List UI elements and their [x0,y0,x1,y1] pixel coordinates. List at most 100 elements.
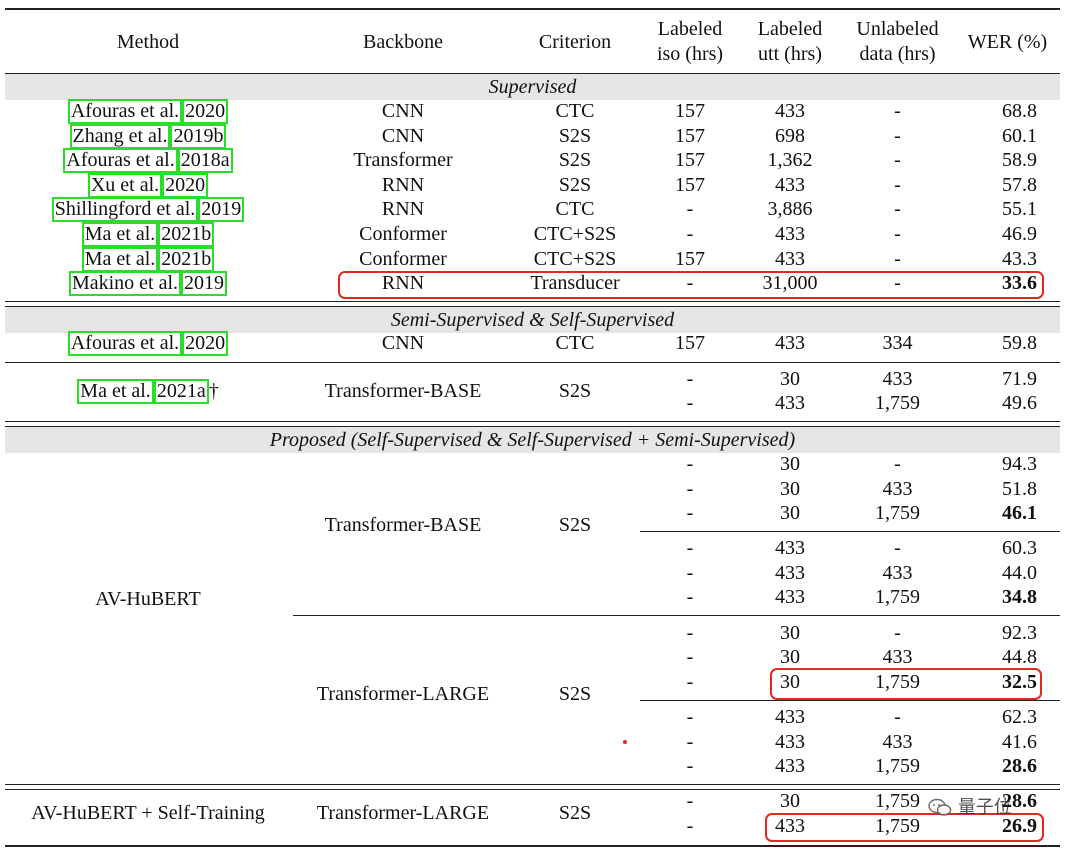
backbone-cell: Transformer [353,149,453,171]
unlabeled-cell: 1,759 [875,790,920,812]
avhubert-base-backbone: Transformer-BASE [324,514,482,536]
wer-cell: 44.0 [1002,562,1037,584]
table-row: Makino et al. 2019 RNN Transducer - 31,000 - 33… [0,271,1080,296]
unlabeled-cell: 433 [882,562,913,584]
table-row: - 30 433 44.8 [0,645,1080,670]
labeled-utt-cell: 433 [775,332,805,354]
citation-year: 2020 [182,99,229,124]
wer-cell: 71.9 [1002,368,1037,390]
wer-cell: 44.8 [1002,646,1037,668]
unlabeled-cell: - [894,272,901,294]
unlabeled-cell: 1,759 [875,755,920,777]
dagger-mark: † [208,380,219,402]
table-row: Afouras et al. 2018a Transformer S2S 157 1,36… [0,148,1080,173]
table-row: - 433 - 62.3 [0,705,1080,730]
header-backbone-label: Backbone [363,30,443,53]
labeled-iso-cell: - [686,198,694,220]
labeled-iso-cell: - [686,478,694,500]
rule-base-split [640,531,1060,532]
top-rule [5,8,1060,10]
citation-author: Afouras et al. [63,148,178,173]
header-method: Method [0,14,296,70]
header-iso-line1: Labeled [657,18,723,40]
wer-cell: 28.6 [1002,755,1037,777]
wer-cell: 59.8 [1002,332,1037,354]
criterion-cell: S2S [558,174,592,196]
header-method-label: Method [116,30,180,53]
unlabeled-cell: 1,759 [875,815,920,837]
header-unlabeled: Unlabeled data (hrs) [840,14,955,70]
citation-author: Makino et al. [68,271,182,296]
table-row: - 433 1,759 28.6 [0,754,1080,779]
labeled-iso-cell: - [686,453,694,475]
unlabeled-cell: 1,759 [875,392,920,414]
table-row: - 433 1,759 49.6 [0,391,1080,416]
highlight-makino [338,271,1044,299]
section-band-semi [5,307,1060,333]
header-backbone: Backbone [296,14,510,70]
header-unl-line2: data (hrs) [859,43,936,65]
wer-cell: 33.6 [1002,272,1037,294]
labeled-utt-cell: 433 [775,248,805,270]
unlabeled-cell: - [894,174,901,196]
unlabeled-cell: - [894,622,901,644]
method-cell: Makino et al. 2019 [0,271,296,296]
method-cell: Xu et al. 2020 [0,173,296,198]
backbone-cell: RNN [381,272,425,294]
wer-cell: 28.6 [1002,790,1037,812]
citation-author: Ma et al. [81,247,159,272]
labeled-utt-cell: 30 [780,453,800,475]
wer-cell: 60.3 [1002,537,1037,559]
backbone-cell: CNN [381,125,425,147]
table-row: - 30 - 94.3 [0,452,1080,477]
rule-large-split [640,700,1060,701]
selftrain-criterion: S2S [558,802,592,824]
unlabeled-cell: - [894,198,901,220]
backbone-cell: Conformer [359,223,447,245]
wer-cell: 34.8 [1002,586,1037,608]
header-criterion-label: Criterion [538,30,612,53]
labeled-iso-cell: 157 [675,149,705,171]
labeled-utt-cell: 433 [775,392,805,414]
labeled-iso-cell: - [686,392,694,414]
unlabeled-cell: - [894,223,901,245]
table-row: Afouras et al. 2020 CNN CTC 157 433 334 59.8 [0,331,1080,356]
selftrain-method: AV-HuBERT + Self-Training [31,802,265,824]
labeled-iso-cell: - [686,586,694,608]
unlabeled-cell: 433 [882,478,913,500]
table-row: Ma et al. 2021b Conformer CTC+S2S - 433 - 46.9 [0,222,1080,247]
wer-cell: 49.6 [1002,392,1037,414]
avhubert-large-backbone: Transformer-LARGE [316,683,490,705]
labeled-utt-cell: 30 [780,502,800,524]
wer-cell: 32.5 [1002,671,1037,693]
header-iso-line2: iso (hrs) [656,43,724,65]
citation-year: 2021b [158,222,215,247]
wer-cell: 41.6 [1002,731,1037,753]
rule-before-semi [5,306,1060,307]
header-wer: WER (%) [955,14,1060,70]
section-band-proposed [5,427,1060,453]
citation-author: Xu et al. [87,173,163,198]
header-labeled-utt: Labeled utt (hrs) [740,14,840,70]
avhubert-large-criterion: S2S [558,683,592,705]
table-row: - 30 433 71.9 [0,367,1080,392]
labeled-utt-cell: 30 [780,368,800,390]
table-row: - 30 1,759 32.5 [0,670,1080,695]
criterion-cell: S2S [558,149,592,171]
method-cell: Shillingford et al. 2019 [0,197,296,222]
labeled-utt-cell: 30 [780,622,800,644]
method-cell: Zhang et al. 2019b [0,124,296,149]
table-row: Ma et al. 2021b Conformer CTC+S2S 157 433 - 43.… [0,247,1080,272]
labeled-utt-cell: 3,886 [767,198,813,220]
header-criterion: Criterion [510,14,640,70]
table-row: Shillingford et al. 2019 RNN CTC - 3,886 - 55.1 [0,197,1080,222]
labeled-iso-cell: - [686,562,694,584]
citation-year: 2020 [182,331,229,356]
citation-author: Ma et al. [77,379,154,404]
labeled-utt-cell: 433 [775,537,805,559]
table-row: Xu et al. 2020 RNN S2S 157 433 - 57.8 [0,173,1080,198]
highlight-large-30 [770,668,1042,700]
bottom-rule [5,845,1060,847]
header-rule [5,73,1060,74]
